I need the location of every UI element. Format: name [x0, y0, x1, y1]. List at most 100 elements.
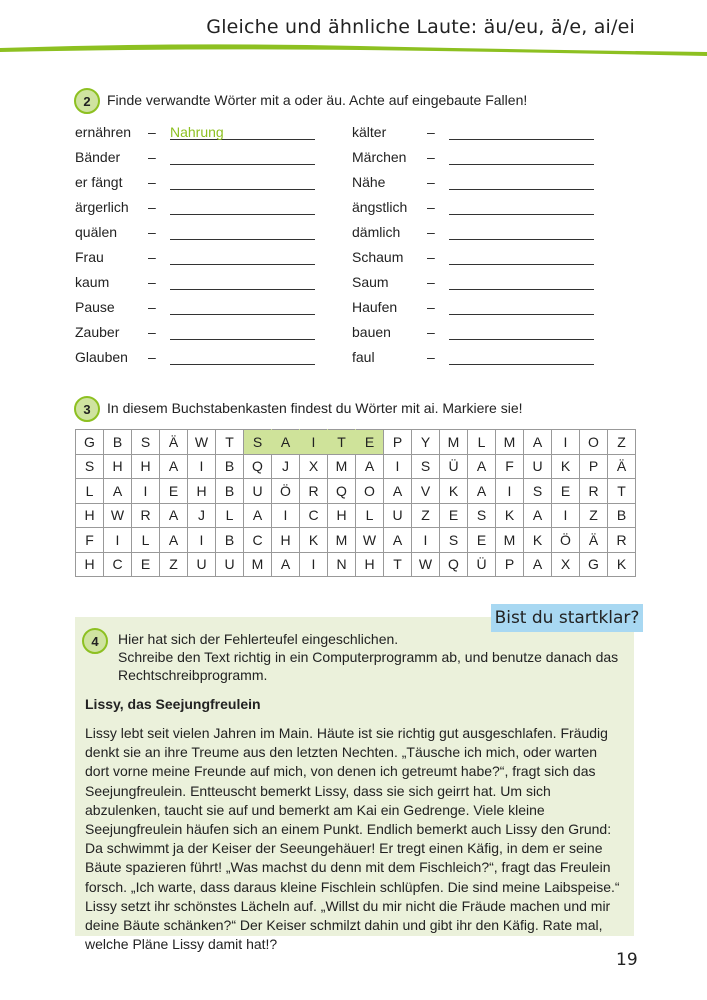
answer-line[interactable]: [170, 139, 315, 140]
grid-cell[interactable]: Ü: [439, 453, 468, 479]
grid-cell[interactable]: U: [187, 551, 216, 577]
grid-cell[interactable]: P: [579, 453, 608, 479]
grid-cell[interactable]: W: [411, 551, 440, 577]
grid-cell[interactable]: P: [383, 429, 412, 455]
grid-cell[interactable]: M: [327, 527, 356, 553]
grid-cell[interactable]: E: [439, 502, 468, 528]
answer-line[interactable]: [449, 364, 594, 365]
grid-cell[interactable]: L: [355, 502, 384, 528]
grid-cell[interactable]: U: [383, 502, 412, 528]
grid-cell[interactable]: H: [271, 527, 300, 553]
answer-line[interactable]: [170, 264, 315, 265]
grid-cell[interactable]: M: [327, 453, 356, 479]
grid-cell[interactable]: S: [411, 453, 440, 479]
answer-line[interactable]: [449, 264, 594, 265]
grid-cell[interactable]: Ö: [551, 527, 580, 553]
grid-cell[interactable]: B: [215, 453, 244, 479]
grid-cell[interactable]: Ä: [579, 527, 608, 553]
grid-cell[interactable]: N: [327, 551, 356, 577]
grid-cell[interactable]: L: [75, 478, 104, 504]
grid-cell[interactable]: B: [215, 478, 244, 504]
grid-cell[interactable]: C: [103, 551, 132, 577]
grid-cell[interactable]: I: [271, 502, 300, 528]
answer-line[interactable]: [449, 289, 594, 290]
grid-cell[interactable]: R: [299, 478, 328, 504]
grid-cell[interactable]: K: [551, 453, 580, 479]
grid-cell[interactable]: I: [411, 527, 440, 553]
grid-cell[interactable]: Ö: [271, 478, 300, 504]
grid-cell[interactable]: B: [103, 429, 132, 455]
grid-cell[interactable]: M: [495, 527, 524, 553]
grid-cell[interactable]: R: [607, 527, 636, 553]
grid-cell[interactable]: X: [551, 551, 580, 577]
grid-cell[interactable]: K: [299, 527, 328, 553]
grid-cell[interactable]: H: [75, 551, 104, 577]
grid-cell[interactable]: W: [355, 527, 384, 553]
answer-line[interactable]: [449, 189, 594, 190]
grid-cell[interactable]: S: [75, 453, 104, 479]
grid-cell[interactable]: A: [383, 527, 412, 553]
answer-line[interactable]: [170, 314, 315, 315]
grid-cell[interactable]: A: [159, 527, 188, 553]
grid-cell[interactable]: S: [523, 478, 552, 504]
grid-cell[interactable]: M: [495, 429, 524, 455]
answer-line[interactable]: [170, 339, 315, 340]
grid-cell[interactable]: E: [467, 527, 496, 553]
grid-cell[interactable]: H: [75, 502, 104, 528]
answer-line[interactable]: [170, 364, 315, 365]
answer-line[interactable]: [170, 189, 315, 190]
grid-cell[interactable]: T: [215, 429, 244, 455]
answer-line[interactable]: [449, 139, 594, 140]
grid-cell[interactable]: Ä: [159, 429, 188, 455]
grid-cell[interactable]: E: [131, 551, 160, 577]
grid-cell[interactable]: L: [131, 527, 160, 553]
grid-cell[interactable]: A: [523, 429, 552, 455]
grid-cell[interactable]: C: [299, 502, 328, 528]
grid-cell[interactable]: H: [103, 453, 132, 479]
answer-line[interactable]: [170, 239, 315, 240]
grid-cell[interactable]: R: [579, 478, 608, 504]
grid-cell[interactable]: H: [355, 551, 384, 577]
grid-cell[interactable]: I: [187, 527, 216, 553]
grid-cell[interactable]: E: [551, 478, 580, 504]
grid-cell[interactable]: O: [579, 429, 608, 455]
grid-cell[interactable]: X: [299, 453, 328, 479]
answer-line[interactable]: [449, 314, 594, 315]
grid-cell[interactable]: Q: [243, 453, 272, 479]
grid-cell[interactable]: A: [271, 429, 300, 455]
grid-cell[interactable]: S: [439, 527, 468, 553]
grid-cell[interactable]: I: [299, 429, 328, 455]
grid-cell[interactable]: K: [439, 478, 468, 504]
grid-cell[interactable]: S: [243, 429, 272, 455]
answer-line[interactable]: [170, 214, 315, 215]
grid-cell[interactable]: A: [355, 453, 384, 479]
grid-cell[interactable]: H: [187, 478, 216, 504]
grid-cell[interactable]: U: [523, 453, 552, 479]
grid-cell[interactable]: T: [383, 551, 412, 577]
grid-cell[interactable]: J: [271, 453, 300, 479]
grid-cell[interactable]: S: [131, 429, 160, 455]
grid-cell[interactable]: G: [75, 429, 104, 455]
grid-cell[interactable]: I: [131, 478, 160, 504]
grid-cell[interactable]: A: [103, 478, 132, 504]
grid-cell[interactable]: A: [159, 453, 188, 479]
grid-cell[interactable]: A: [243, 502, 272, 528]
grid-cell[interactable]: A: [383, 478, 412, 504]
grid-cell[interactable]: Q: [327, 478, 356, 504]
grid-cell[interactable]: A: [271, 551, 300, 577]
grid-cell[interactable]: Y: [411, 429, 440, 455]
grid-cell[interactable]: I: [383, 453, 412, 479]
grid-cell[interactable]: F: [495, 453, 524, 479]
grid-cell[interactable]: J: [187, 502, 216, 528]
answer-line[interactable]: [449, 339, 594, 340]
grid-cell[interactable]: Ü: [467, 551, 496, 577]
grid-cell[interactable]: M: [243, 551, 272, 577]
grid-cell[interactable]: Ä: [607, 453, 636, 479]
grid-cell[interactable]: H: [327, 502, 356, 528]
grid-cell[interactable]: W: [187, 429, 216, 455]
grid-cell[interactable]: B: [607, 502, 636, 528]
grid-cell[interactable]: A: [467, 478, 496, 504]
grid-cell[interactable]: T: [327, 429, 356, 455]
grid-cell[interactable]: A: [523, 502, 552, 528]
grid-cell[interactable]: E: [159, 478, 188, 504]
